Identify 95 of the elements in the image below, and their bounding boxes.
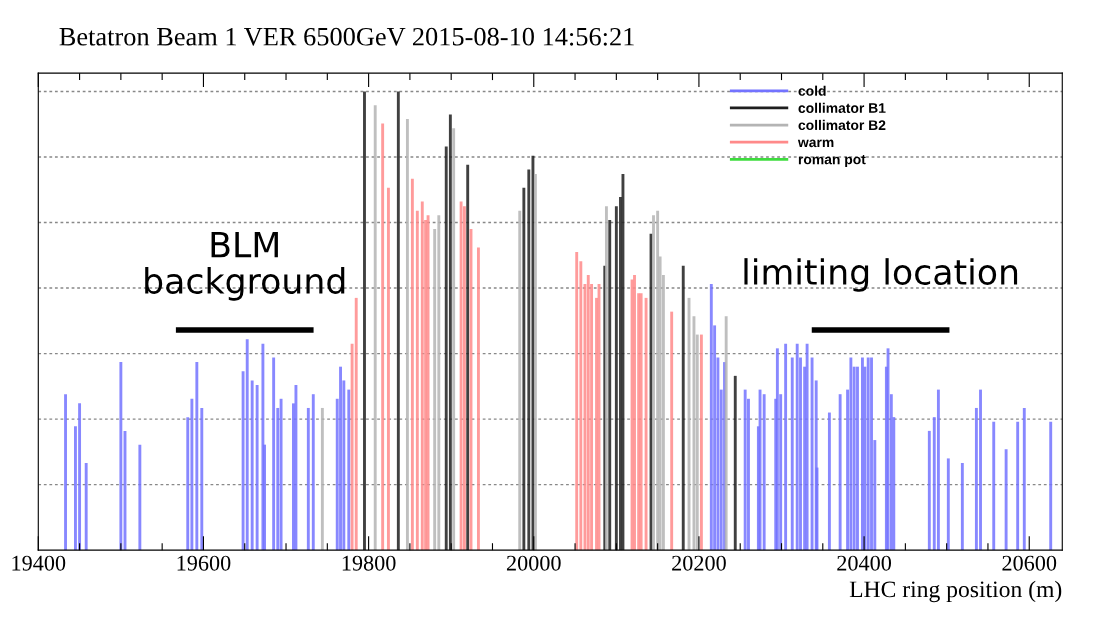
bar: [190, 398, 194, 551]
bar: [838, 394, 842, 551]
chart-title: Betatron Beam 1 VER 6500GeV 2015-08-10 14:56:21: [59, 27, 634, 46]
bar: [979, 389, 982, 551]
bar: [195, 362, 199, 551]
bar: [363, 91, 366, 551]
bar: [381, 123, 385, 551]
bar: [138, 444, 142, 551]
bar: [652, 215, 655, 551]
bar: [608, 219, 612, 551]
bar: [84, 463, 88, 551]
annotation: limiting location: [744, 258, 1018, 292]
bar: [575, 252, 579, 551]
bar: [531, 155, 535, 551]
bar: [586, 274, 590, 551]
x-tick-label: 20000: [506, 555, 561, 571]
x-tick-label: 20600: [1002, 555, 1057, 571]
bar: [386, 187, 390, 551]
bar: [743, 389, 747, 551]
bar: [354, 297, 358, 551]
bar: [405, 119, 409, 551]
bar: [805, 343, 809, 551]
bar: [78, 403, 82, 551]
bar: [476, 247, 480, 551]
bar: [373, 105, 377, 551]
bar: [466, 164, 470, 551]
bar: [856, 366, 859, 551]
bar: [272, 357, 276, 551]
x-axis-title: LHC ring position (m): [849, 580, 1062, 603]
bar: [279, 398, 283, 551]
bar: [347, 389, 351, 551]
bar: [294, 385, 298, 551]
bar: [790, 357, 794, 551]
legend-label: cold: [798, 85, 826, 96]
bar: [320, 407, 324, 551]
bar: [306, 407, 310, 551]
bar: [960, 463, 964, 551]
bar: [604, 206, 608, 551]
bar: [311, 394, 315, 551]
bar: [522, 187, 526, 551]
x-tick-label: 19400: [12, 555, 66, 571]
bar: [1049, 421, 1053, 551]
bar: [420, 201, 424, 551]
bar: [699, 334, 703, 551]
bar: [866, 357, 870, 551]
legend-label: warm: [797, 139, 834, 148]
bar: [64, 394, 67, 551]
bar: [849, 357, 853, 551]
x-tick-label: 19600: [177, 555, 231, 571]
legend-label: collimator B2: [798, 119, 886, 131]
legend-label: roman pot: [798, 155, 866, 168]
legend-label: collimator B1: [798, 102, 886, 113]
bar: [733, 375, 737, 551]
bar: [810, 357, 814, 551]
bar: [245, 339, 249, 551]
x-tick-label: 19800: [342, 555, 396, 571]
bar: [410, 178, 414, 551]
bar: [927, 430, 931, 551]
bar: [518, 210, 522, 551]
bar: [870, 357, 873, 551]
bar: [1016, 421, 1020, 551]
bar: [437, 215, 441, 551]
bar: [426, 215, 430, 551]
bar: [827, 412, 831, 551]
bar: [119, 362, 123, 551]
bar: [762, 394, 766, 551]
bar: [784, 343, 788, 551]
bar: [724, 316, 728, 551]
bar: [644, 297, 648, 551]
bar: [459, 201, 463, 551]
bar: [448, 114, 452, 551]
bar: [1004, 449, 1008, 551]
bar: [633, 274, 636, 551]
bar: [255, 385, 259, 551]
bar: [656, 210, 660, 551]
bar: [415, 210, 419, 551]
bar: [462, 206, 466, 551]
bar: [339, 366, 342, 551]
annotation: BLM background: [145, 231, 345, 301]
bar: [795, 343, 799, 551]
bar: [709, 284, 713, 551]
bar: [775, 348, 779, 551]
bar: [396, 91, 400, 551]
bar: [452, 128, 456, 551]
bar: [670, 311, 674, 551]
bar: [946, 458, 950, 551]
bar: [936, 389, 940, 551]
bar: [200, 407, 204, 551]
bar: [1022, 407, 1026, 551]
x-tick-label: 20400: [837, 555, 892, 571]
bar: [681, 265, 685, 551]
bar: [992, 421, 996, 551]
bar: [533, 174, 537, 551]
bar: [250, 380, 254, 551]
x-tick-label: 20200: [672, 555, 726, 571]
